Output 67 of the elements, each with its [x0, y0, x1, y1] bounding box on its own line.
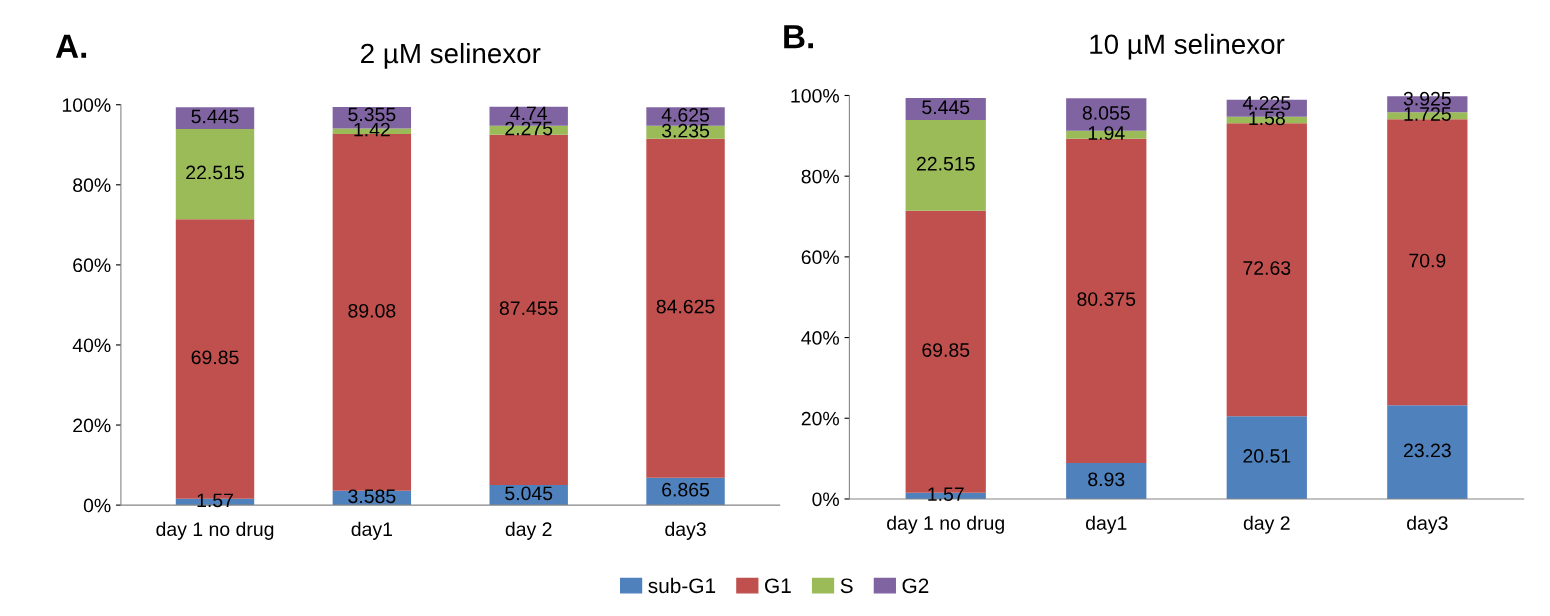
x-tick-label: day 2 [1243, 515, 1290, 534]
y-tick-label: 80% [801, 169, 839, 184]
y-tick-label: 0% [812, 492, 839, 507]
legend-label: S [840, 578, 853, 594]
y-tick-label: 20% [73, 418, 111, 433]
x-tick-label: day 1 no drug [156, 521, 274, 540]
chart-title: 10 µM selinexor [1090, 33, 1285, 60]
bar [1226, 416, 1307, 499]
chart-title: 2 µM selinexor [361, 42, 541, 69]
data-label: 1.94 [1088, 126, 1125, 140]
data-label: 20.51 [1243, 449, 1291, 463]
bar [175, 129, 255, 220]
text: B. [784, 25, 814, 49]
y-tick-label: 40% [801, 331, 839, 345]
data-label: 84.625 [656, 299, 715, 314]
data-label: 4.225 [1242, 96, 1291, 110]
x-tick-label: day 1 no drug [887, 515, 1004, 534]
data-label: 3.235 [661, 123, 710, 138]
data-label: 4.625 [661, 108, 710, 122]
data-label: 2.275 [505, 121, 553, 136]
data-label: 69.85 [191, 350, 239, 365]
data-label: 5.045 [505, 486, 553, 501]
data-label: 22.515 [186, 165, 244, 180]
x-tick-label: day3 [665, 521, 706, 540]
bar [1387, 405, 1468, 499]
bar [489, 134, 568, 485]
data-label: 4.74 [510, 106, 548, 121]
bar [1066, 462, 1147, 499]
bar [1066, 138, 1147, 463]
data-label: 5.445 [922, 100, 970, 115]
data-label: 89.08 [348, 303, 396, 318]
legend-label: G1 [765, 578, 791, 594]
bar [646, 138, 725, 478]
y-tick-label: 0% [83, 498, 111, 513]
legend-label: G2 [902, 578, 929, 594]
data-label: 69.85 [922, 343, 970, 357]
y-tick-label: 60% [73, 258, 111, 273]
data-label: 8.055 [1082, 106, 1130, 120]
data-label: 22.515 [916, 156, 975, 171]
y-tick-label: 80% [73, 178, 111, 193]
data-label: 3.585 [348, 489, 396, 504]
data-label: 5.355 [348, 107, 396, 122]
data-label: 1.725 [1404, 107, 1451, 121]
data-label: 70.9 [1409, 253, 1446, 268]
data-label: 8.93 [1088, 472, 1125, 487]
legend-label: sub-G1 [648, 577, 716, 594]
data-label: 23.23 [1403, 443, 1451, 458]
data-label: 72.63 [1243, 261, 1291, 275]
x-tick-label: day 2 [505, 521, 552, 540]
y-tick-label: 100% [791, 88, 839, 103]
bar [1387, 119, 1468, 406]
text: A. [55, 34, 87, 58]
y-tick-label: 40% [72, 338, 111, 353]
data-label: 6.865 [662, 482, 710, 497]
x-tick-label: day1 [351, 521, 392, 540]
data-label: 1.42 [354, 122, 390, 137]
y-tick-label: 60% [801, 250, 839, 265]
bar [905, 119, 986, 211]
data-label: 5.445 [191, 109, 239, 124]
y-tick-label: 20% [801, 411, 839, 426]
x-tick-label: day3 [1407, 515, 1448, 534]
data-label: 87.455 [499, 301, 558, 316]
data-label: 80.375 [1077, 292, 1136, 306]
y-tick-label: 100% [62, 98, 111, 112]
data-label: 1.58 [1249, 111, 1285, 126]
bar [175, 107, 255, 129]
x-tick-label: day1 [1085, 515, 1127, 534]
